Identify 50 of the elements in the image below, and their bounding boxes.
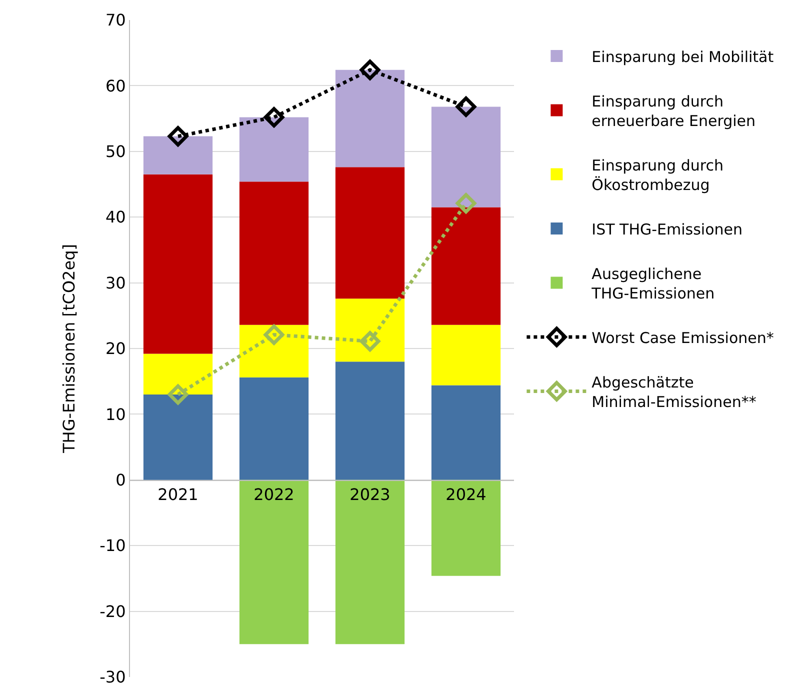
bar: [431, 207, 501, 325]
bar: [239, 117, 309, 182]
bar: [143, 174, 213, 354]
point: [168, 126, 188, 146]
y-tick-label: -10: [100, 536, 126, 556]
x-tick-label: 2022: [254, 485, 294, 504]
y-tick-label: 70: [105, 10, 126, 30]
bar: [431, 324, 501, 386]
bar: [335, 362, 405, 480]
legend-label: Abgeschätzte Minimal-Emissionen**: [592, 373, 757, 411]
legend-label: Einsparung durch Ökostrombezug: [592, 156, 724, 194]
x-tick-label: 2023: [350, 485, 390, 504]
y-tick-label: 50: [105, 142, 126, 161]
bar: [143, 136, 213, 174]
bar: [239, 324, 309, 378]
bar: [239, 480, 309, 644]
point: [456, 96, 476, 117]
bar: [143, 394, 213, 480]
point: [264, 324, 284, 345]
legend-label: IST THG-Emissionen: [592, 220, 743, 238]
legend-label: Einsparung bei Mobilität: [592, 48, 774, 66]
y-tick-label: 20: [105, 339, 126, 358]
y-tick-label: -30: [100, 668, 126, 687]
y-tick-label: 60: [105, 76, 126, 96]
bar: [335, 167, 405, 299]
x-tick-label: 2021: [158, 485, 198, 504]
point: [264, 107, 284, 128]
bar: [431, 480, 501, 576]
x-tick-label: 2024: [446, 485, 486, 504]
point: [168, 384, 188, 405]
bar: [143, 354, 213, 394]
legend-label: Einsparung durch erneuerbare Energien: [592, 92, 756, 130]
bar: [335, 70, 405, 168]
point: [360, 60, 380, 80]
bar: [335, 480, 405, 644]
bar: [431, 385, 501, 480]
y-axis-title: THG-Emissionen [tCO2eq]: [60, 244, 79, 454]
y-tick-label: -20: [100, 602, 126, 621]
bar: [239, 377, 309, 480]
y-tick-label: 30: [105, 273, 126, 292]
bar: [239, 182, 309, 325]
y-tick-label: 40: [105, 208, 126, 227]
legend-label: Ausgeglichene THG-Emissionen: [590, 264, 715, 302]
point: [360, 331, 380, 352]
legend-label: Worst Case Emissionen*: [592, 328, 774, 347]
bar: [335, 298, 405, 362]
y-tick-label: 10: [105, 404, 126, 424]
point: [456, 193, 476, 214]
bar: [431, 106, 501, 208]
y-tick-label: 0: [116, 470, 126, 490]
